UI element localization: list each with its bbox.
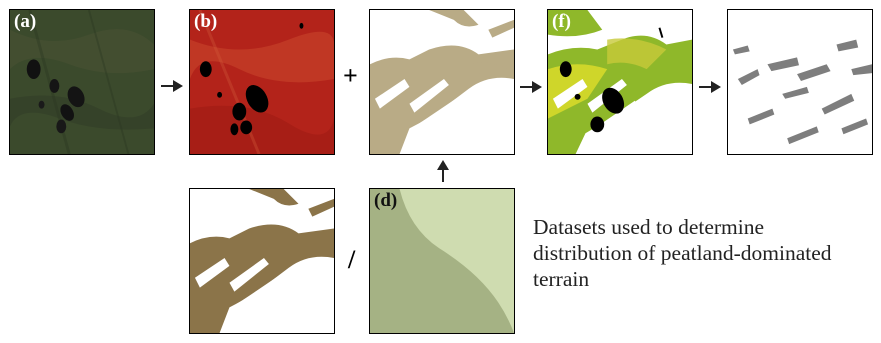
panel-g-result-image: (g): [727, 9, 873, 155]
panel-f-classified-image: (f): [547, 9, 693, 155]
result-image: [732, 39, 872, 145]
up-arrow-icon: [437, 160, 449, 182]
classified-image: [548, 10, 692, 154]
panel-label-b: (b): [194, 11, 218, 32]
caption-line-2: distribution of peatland-dominated: [533, 241, 832, 265]
panel-label-g: (g): [732, 11, 755, 32]
zone-map-image: [370, 189, 514, 333]
panel-label-e: (e): [374, 11, 396, 32]
mask-e-image: [370, 10, 514, 154]
satellite-image: [10, 10, 154, 154]
panel-d-zone-map: (d): [369, 188, 515, 334]
caption-line-3: terrain: [533, 267, 590, 291]
panel-b-false-color-image: (b): [189, 9, 335, 155]
panel-label-f: (f): [552, 11, 571, 32]
panel-label-d: (d): [374, 190, 398, 211]
right-arrow-icon: [161, 80, 183, 92]
panel-e-tan-mask: (e): [369, 9, 515, 155]
caption: Datasets used to determine distribution …: [533, 214, 873, 292]
right-arrow-icon: [520, 81, 542, 93]
mask-c-image: [190, 189, 334, 333]
panel-a-satellite-image: (a): [9, 9, 155, 155]
panel-label-c: (c): [194, 190, 216, 211]
plus-operator: +: [343, 61, 358, 90]
false-color-image: [190, 10, 334, 154]
divide-operator: /: [348, 245, 356, 274]
panel-label-a: (a): [14, 11, 37, 32]
right-arrow-icon: [699, 81, 721, 93]
panel-c-brown-mask: (c): [189, 188, 335, 334]
caption-line-1: Datasets used to determine: [533, 215, 765, 239]
